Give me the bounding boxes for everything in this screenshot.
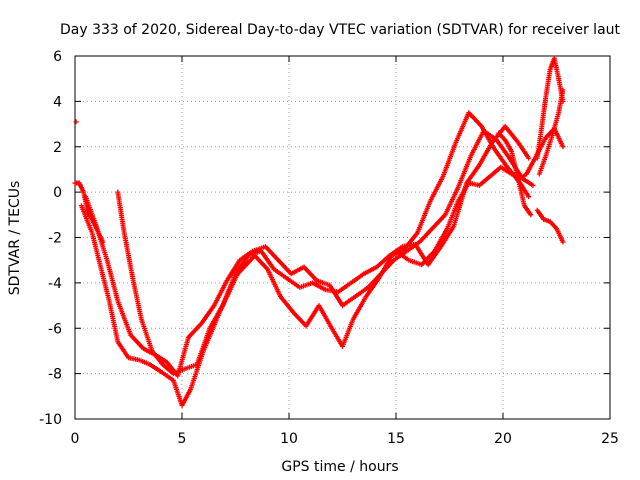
series-satellite-track-7 <box>534 207 566 245</box>
y-tick-label: -8 <box>48 367 62 383</box>
y-axis-label: SDTVAR / TECUs <box>7 181 23 296</box>
y-tick-label: 4 <box>53 94 62 110</box>
y-tick-label: 2 <box>53 140 62 156</box>
y-tick-label: 0 <box>53 185 62 201</box>
x-tick-label: 20 <box>494 431 512 447</box>
x-tick-label: 15 <box>387 431 405 447</box>
chart-title: Day 333 of 2020, Sidereal Day-to-day VTE… <box>60 22 621 38</box>
x-axis-label: GPS time / hours <box>281 459 398 475</box>
series-satellite-track-1 <box>78 110 532 408</box>
data-series <box>72 55 566 408</box>
series-satellite-track-3 <box>115 123 532 377</box>
data-point <box>73 119 79 125</box>
x-tick-label: 5 <box>178 431 187 447</box>
x-tick-label: 0 <box>71 431 80 447</box>
y-tick-label: -4 <box>48 276 62 292</box>
x-tick-label: 10 <box>280 431 298 447</box>
series-satellite-track-4 <box>393 126 566 268</box>
y-tick-label: -6 <box>48 321 62 337</box>
series-satellite-track-6 <box>536 87 566 177</box>
series-satellite-track-5 <box>534 55 566 161</box>
axis-ticks: 0 5 10 15 20 25 -10 -8 -6 -4 -2 0 2 4 6 <box>39 49 619 447</box>
y-tick-label: 6 <box>53 49 62 65</box>
y-tick-label: -10 <box>39 412 62 428</box>
series-satellite-track-9 <box>72 180 106 245</box>
series-satellite-track-8 <box>496 130 534 218</box>
grid-lines <box>75 56 610 419</box>
x-tick-label: 25 <box>601 431 619 447</box>
y-tick-label: -2 <box>48 231 62 247</box>
